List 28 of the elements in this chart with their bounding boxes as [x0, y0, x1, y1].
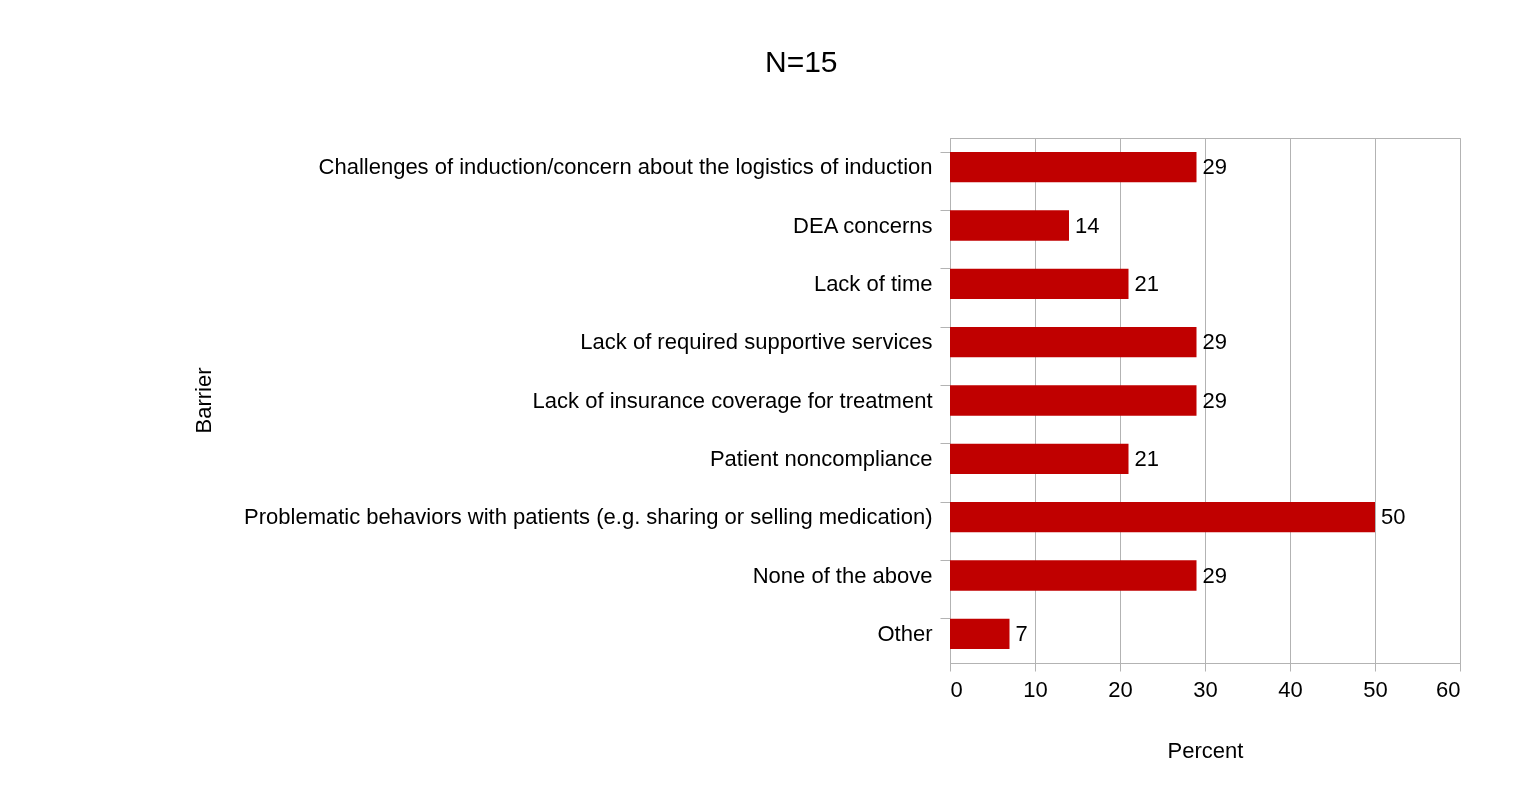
data-label: 29 — [1202, 329, 1227, 355]
x-axis-title: Percent — [1167, 737, 1244, 763]
y-axis-title: Barrier — [190, 367, 216, 434]
y-tick-label: Challenges of induction/concern about the logistics of induction — [318, 154, 933, 180]
data-label: 21 — [1134, 270, 1159, 296]
x-tick-label: 40 — [1278, 676, 1303, 702]
data-label: 7 — [1015, 620, 1028, 646]
data-label: 29 — [1202, 154, 1227, 180]
data-label: 14 — [1075, 212, 1100, 238]
x-tick-label: 60 — [1436, 676, 1461, 702]
x-tick-label: 50 — [1363, 676, 1388, 702]
y-tick-label: Problematic behaviors with patients (e.g. sharing or selling medication) — [244, 504, 933, 530]
data-label: 21 — [1134, 445, 1159, 471]
data-label: 29 — [1202, 562, 1227, 588]
y-tick-label: DEA concerns — [793, 212, 933, 238]
y-tick-label: Lack of required supportive services — [580, 329, 933, 355]
y-tick-label: None of the above — [752, 562, 933, 588]
x-tick-label: 10 — [1023, 676, 1048, 702]
data-label: 50 — [1381, 504, 1406, 530]
y-tick-label: Other — [877, 620, 933, 646]
chart-title: N=15 — [764, 45, 838, 78]
x-tick-label: 0 — [950, 676, 963, 702]
x-tick-label: 30 — [1193, 676, 1218, 702]
y-tick-label: Lack of insurance coverage for treatment — [532, 387, 933, 413]
y-tick-label: Patient noncompliance — [709, 445, 933, 471]
x-tick-label: 20 — [1108, 676, 1133, 702]
data-label: 29 — [1202, 387, 1227, 413]
y-tick-label: Lack of time — [813, 270, 933, 296]
